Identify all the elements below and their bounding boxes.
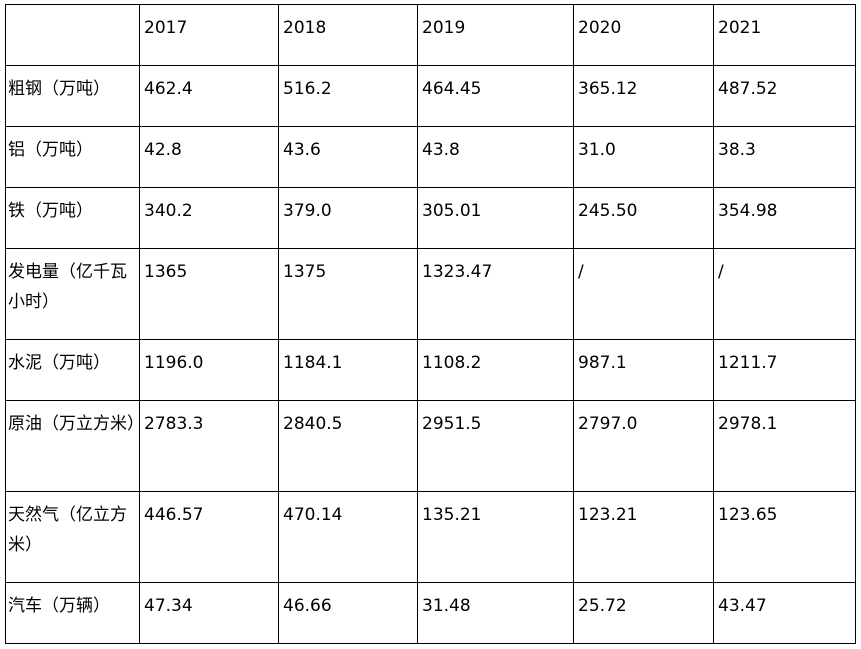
table-cell: 135.21 [417,491,574,583]
row-label-text: 原油（万立方米） [8,414,140,434]
row-label: 铝（万吨） [5,126,140,188]
table-cell: 123.21 [573,491,714,583]
header-cell-empty [5,4,140,66]
row-label: 天然气（亿立方米） [5,491,140,583]
row-label: 发电量（亿千瓦小时） [5,248,140,340]
table-cell: 379.0 [278,187,418,249]
table-cell: 42.8 [139,126,279,188]
row-label: 汽车（万辆） [5,582,140,644]
table-cell: 31.48 [417,582,574,644]
table-row: 铝（万吨） 42.8 43.6 43.8 31.0 38.3 [5,126,856,188]
row-label: 铁（万吨） [5,187,140,249]
table-cell: / [713,248,856,340]
data-table: 2017 2018 2019 2020 2021 粗钢（万吨） 462.4 51… [5,4,856,644]
table-cell: 1323.47 [417,248,574,340]
table-cell: 31.0 [573,126,714,188]
table-cell: 47.34 [139,582,279,644]
table-cell: 43.47 [713,582,856,644]
row-label: 粗钢（万吨） [5,65,140,127]
table-cell: 462.4 [139,65,279,127]
row-label: 水泥（万吨） [5,339,140,401]
row-label-text: 铝（万吨） [8,140,93,160]
table-cell: 987.1 [573,339,714,401]
table-cell: 2797.0 [573,400,714,492]
row-label-text: 水泥（万吨） [8,353,110,373]
table-cell: 340.2 [139,187,279,249]
table-cell: 245.50 [573,187,714,249]
table-cell: 1196.0 [139,339,279,401]
table-cell: 354.98 [713,187,856,249]
table-cell: 1184.1 [278,339,418,401]
table-row: 原油（万立方米） 2783.3 2840.5 2951.5 2797.0 297… [5,400,856,492]
table-cell: 2978.1 [713,400,856,492]
header-cell-2017: 2017 [139,4,279,66]
table-cell: 516.2 [278,65,418,127]
table-row: 铁（万吨） 340.2 379.0 305.01 245.50 354.98 [5,187,856,249]
row-label-text: 铁（万吨） [8,201,93,221]
table-cell: 43.8 [417,126,574,188]
row-label-text: 汽车（万辆） [8,596,110,616]
table-cell: 25.72 [573,582,714,644]
table-row: 粗钢（万吨） 462.4 516.2 464.45 365.12 487.52 [5,65,856,127]
header-cell-2021: 2021 [713,4,856,66]
row-label-text: 粗钢（万吨） [8,79,110,99]
table-row: 水泥（万吨） 1196.0 1184.1 1108.2 987.1 1211.7 [5,339,856,401]
table-cell: / [573,248,714,340]
header-cell-2018: 2018 [278,4,418,66]
header-row: 2017 2018 2019 2020 2021 [5,4,856,66]
table-cell: 1108.2 [417,339,574,401]
row-label-text: 发电量（亿千瓦小时） [8,262,127,312]
table-cell: 1211.7 [713,339,856,401]
header-cell-2020: 2020 [573,4,714,66]
table-cell: 38.3 [713,126,856,188]
table-cell: 1365 [139,248,279,340]
table-cell: 365.12 [573,65,714,127]
table-row: 天然气（亿立方米） 446.57 470.14 135.21 123.21 12… [5,491,856,583]
table-cell: 2783.3 [139,400,279,492]
row-label-text: 天然气（亿立方米） [8,505,127,555]
table-row: 汽车（万辆） 47.34 46.66 31.48 25.72 43.47 [5,582,856,644]
table-cell: 464.45 [417,65,574,127]
table-cell: 2840.5 [278,400,418,492]
row-label: 原油（万立方米） [5,400,140,492]
table-cell: 305.01 [417,187,574,249]
table-cell: 1375 [278,248,418,340]
table-cell: 487.52 [713,65,856,127]
table-cell: 470.14 [278,491,418,583]
header-cell-2019: 2019 [417,4,574,66]
table-cell: 43.6 [278,126,418,188]
table-cell: 46.66 [278,582,418,644]
table-cell: 446.57 [139,491,279,583]
table-cell: 123.65 [713,491,856,583]
table-row: 发电量（亿千瓦小时） 1365 1375 1323.47 / / [5,248,856,340]
table-cell: 2951.5 [417,400,574,492]
